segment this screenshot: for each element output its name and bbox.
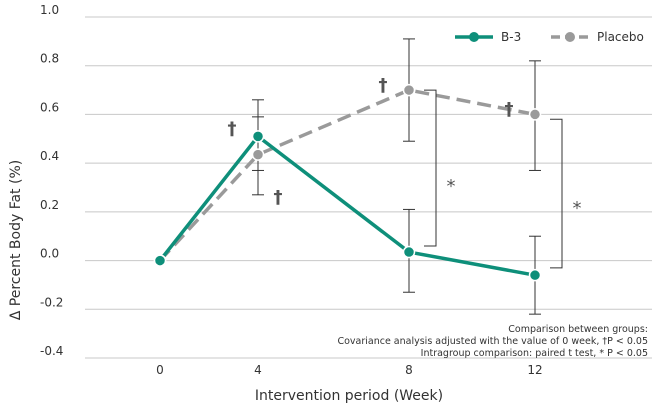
legend-label: Placebo: [597, 30, 644, 44]
x-axis-ticks: 0 4 8 12: [156, 363, 542, 377]
footnote-line-3: Intragroup comparison: paired t test, * …: [421, 348, 648, 359]
y-tick-label: -0.4: [40, 344, 63, 358]
series-line-b-3: [158, 134, 536, 277]
footnotes: Comparison between groups: Covariance an…: [337, 324, 648, 359]
data-point-placebo: [528, 108, 542, 121]
series-line-placebo: [158, 88, 536, 262]
dagger-mark: †: [228, 119, 237, 140]
dagger-mark: †: [274, 187, 283, 208]
legend-swatch-marker: [565, 32, 575, 42]
dagger-mark: †: [379, 75, 388, 96]
significance-bracket: [550, 118, 563, 269]
y-tick-label: 0.4: [40, 149, 59, 163]
y-tick-label: 0.8: [40, 52, 59, 66]
error-bars: [252, 38, 541, 315]
legend-swatch-marker: [469, 32, 479, 42]
series-lines: [158, 88, 536, 277]
y-axis-label: Δ Percent Body Fat (%): [8, 160, 24, 320]
gridlines: [85, 16, 652, 359]
star-mark: *: [573, 198, 582, 219]
data-point-b-3: [153, 254, 167, 267]
y-axis-ticks: 1.0 0.8 0.6 0.4 0.2 0.0 -0.2 -0.4: [40, 3, 63, 358]
dagger-mark: †: [505, 99, 514, 120]
x-tick-label: 8: [405, 363, 413, 377]
data-points: [153, 83, 542, 282]
significance-annotations: † † † † * *: [228, 75, 582, 269]
data-point-b-3: [402, 245, 416, 259]
star-mark: *: [447, 176, 456, 197]
legend: B-3 Placebo: [455, 30, 644, 44]
significance-bracket: [424, 89, 437, 247]
footnote-line-1: Comparison between groups:: [508, 324, 648, 335]
data-point-b-3: [251, 130, 265, 143]
y-tick-label: 0.6: [40, 100, 59, 114]
x-tick-label: 4: [254, 363, 262, 377]
x-tick-label: 0: [156, 363, 164, 377]
y-tick-label: 0.0: [40, 247, 59, 261]
data-point-placebo: [402, 83, 416, 97]
y-tick-label: 0.2: [40, 198, 59, 212]
data-point-b-3: [528, 268, 542, 282]
data-point-placebo: [251, 148, 265, 161]
y-tick-label: 1.0: [40, 3, 59, 17]
y-tick-label: -0.2: [40, 295, 63, 309]
x-tick-label: 12: [527, 363, 542, 377]
x-axis-label: Intervention period (Week): [255, 388, 443, 404]
footnote-line-2: Covariance analysis adjusted with the va…: [337, 336, 648, 347]
legend-label: B-3: [501, 30, 521, 44]
